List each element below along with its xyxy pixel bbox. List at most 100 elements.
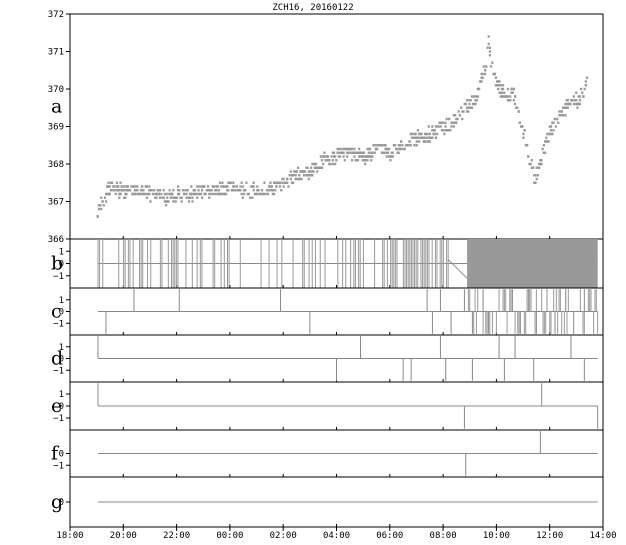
price-mark	[390, 151, 393, 154]
price-mark	[344, 147, 348, 151]
price-mark	[487, 35, 490, 38]
price-mark	[558, 114, 561, 117]
price-mark	[448, 117, 451, 121]
price-mark	[253, 192, 256, 196]
price-mark	[306, 166, 309, 169]
price-mark	[413, 132, 416, 136]
price-mark	[444, 125, 447, 128]
price-mark	[298, 174, 301, 177]
price-mark	[463, 102, 466, 106]
price-mark	[414, 132, 417, 136]
price-mark	[565, 102, 568, 106]
price-mark	[424, 140, 427, 143]
x-tick-label: 06:00	[376, 531, 403, 541]
price-mark	[384, 147, 387, 151]
price-mark	[226, 189, 229, 192]
price-mark	[245, 181, 248, 184]
price-mark	[481, 76, 484, 79]
price-mark	[295, 170, 298, 173]
price-mark	[342, 155, 345, 158]
price-mark	[547, 140, 550, 143]
price-mark	[275, 181, 278, 184]
price-mark	[328, 159, 331, 162]
price-mark	[101, 200, 104, 203]
price-mark	[155, 196, 158, 199]
price-mark	[370, 155, 373, 158]
price-mark	[480, 80, 483, 83]
y-tick-label: −1	[53, 366, 64, 376]
price-mark	[487, 42, 490, 46]
price-mark	[523, 129, 526, 132]
price-mark	[281, 177, 284, 181]
price-mark	[269, 181, 272, 184]
price-mark	[494, 76, 498, 79]
price-mark	[450, 125, 453, 128]
price-mark	[531, 166, 535, 169]
price-mark	[484, 69, 487, 72]
price-mark	[182, 192, 186, 196]
price-mark	[196, 185, 199, 188]
price-mark	[144, 192, 147, 196]
price-mark	[570, 99, 573, 102]
price-mark	[301, 170, 304, 173]
price-mark	[392, 144, 396, 147]
price-mark	[215, 185, 218, 188]
price-mark	[118, 196, 121, 199]
price-mark	[180, 200, 183, 203]
price-mark	[232, 181, 235, 184]
price-mark	[389, 159, 392, 162]
price-mark	[247, 192, 250, 196]
price-mark	[353, 147, 356, 151]
price-mark	[150, 189, 153, 192]
price-mark	[337, 147, 340, 151]
price-mark	[379, 144, 382, 147]
price-mark	[118, 192, 121, 196]
price-mark	[163, 200, 167, 203]
price-mark	[148, 189, 151, 192]
price-mark	[545, 136, 548, 139]
price-mark	[221, 181, 224, 184]
price-mark	[385, 155, 388, 158]
price-mark	[185, 192, 188, 196]
price-mark	[118, 189, 121, 192]
price-mark	[290, 174, 294, 177]
price-mark	[305, 166, 308, 169]
chart-title: ZCH16, 20160122	[272, 3, 353, 13]
price-mark	[443, 132, 446, 136]
price-mark	[133, 189, 137, 192]
price-mark	[100, 196, 103, 199]
price-mark	[386, 147, 390, 151]
y-tick-label: 1	[59, 247, 64, 257]
price-mark	[506, 87, 509, 91]
price-mark	[340, 147, 343, 151]
price-mark	[362, 155, 366, 158]
price-mark	[119, 192, 122, 196]
price-mark	[578, 95, 581, 98]
price-mark	[378, 144, 381, 147]
price-mark	[222, 185, 225, 188]
price-mark	[364, 162, 367, 166]
price-mark	[143, 192, 146, 196]
price-mark	[362, 151, 366, 154]
price-mark	[416, 136, 420, 139]
price-mark	[546, 140, 549, 143]
price-mark	[296, 166, 300, 169]
price-mark	[497, 87, 500, 91]
x-tick-label: 22:00	[163, 531, 190, 541]
price-mark	[265, 189, 268, 192]
panel-c-data	[97, 289, 599, 334]
price-mark	[469, 99, 472, 102]
price-mark	[197, 189, 200, 192]
price-mark	[466, 110, 469, 113]
price-mark	[311, 174, 314, 177]
price-mark	[370, 159, 373, 162]
price-mark	[320, 159, 324, 162]
price-mark	[328, 162, 331, 166]
price-mark	[539, 162, 542, 166]
price-mark	[518, 121, 521, 124]
price-mark	[307, 174, 310, 177]
y-tick-label: 0	[59, 402, 64, 412]
price-mark	[162, 196, 165, 199]
panel-letter-g: g	[51, 491, 63, 513]
price-mark	[332, 155, 336, 158]
